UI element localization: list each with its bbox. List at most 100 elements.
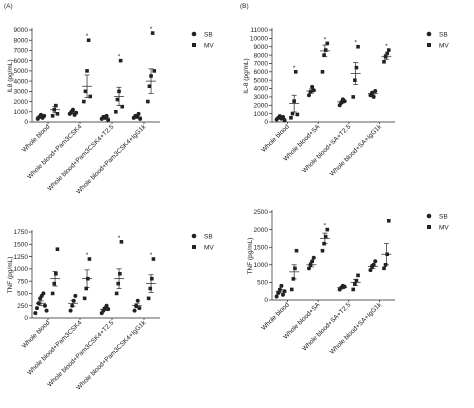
- significance-star: *: [150, 26, 153, 33]
- point: [373, 259, 378, 264]
- point: [306, 266, 311, 271]
- point: [54, 271, 58, 276]
- y-tick-label: 9000: [254, 44, 269, 51]
- y-tick-label: 6000: [254, 69, 269, 76]
- point: [385, 51, 389, 56]
- legend-label: MV: [204, 43, 214, 50]
- x-tick-label: Whole blood: [21, 123, 52, 154]
- y-tick-label: 7000: [254, 61, 269, 68]
- point: [42, 303, 47, 308]
- y-tick-label: 500: [17, 291, 28, 298]
- legend-label: MV: [204, 245, 214, 252]
- y-tick-label: 0: [24, 315, 28, 322]
- point: [274, 294, 279, 299]
- point: [371, 262, 376, 267]
- y-tick-label: 250: [17, 303, 28, 310]
- point: [282, 118, 287, 123]
- point: [119, 240, 124, 244]
- point: [150, 276, 154, 281]
- legend-marker: [426, 31, 432, 37]
- point: [118, 271, 122, 276]
- point: [323, 48, 328, 52]
- point: [353, 282, 357, 286]
- significance-star: *: [324, 36, 327, 43]
- point: [152, 69, 157, 73]
- point: [322, 53, 326, 57]
- point: [382, 266, 386, 271]
- point: [136, 111, 141, 116]
- point: [132, 308, 137, 313]
- y-tick-label: 4000: [14, 78, 29, 85]
- y-tick-label: 1750: [14, 229, 29, 236]
- y-tick-label: 11000: [250, 27, 268, 34]
- point: [279, 283, 284, 288]
- point: [293, 266, 297, 271]
- y-tick-label: 1000: [14, 266, 29, 273]
- point: [88, 94, 93, 99]
- y-tick-label: 3000: [254, 94, 269, 101]
- point: [50, 291, 55, 296]
- point: [54, 103, 58, 108]
- point: [148, 286, 153, 291]
- x-tick-label: Whole blood+SA+IgG1k: [329, 301, 384, 356]
- legend-label: SB: [439, 32, 448, 39]
- x-tick-label: Whole blood: [260, 301, 291, 332]
- y-tick-label: 5000: [254, 77, 269, 84]
- point: [351, 287, 356, 292]
- x-tick-label: Whole blood+Pam3CSK4+T2.5: [46, 319, 115, 388]
- y-axis-label: IL-8 (pg/mL): [243, 58, 250, 93]
- point: [293, 70, 298, 74]
- point: [34, 306, 39, 311]
- y-tick-label: 2000: [254, 102, 269, 109]
- y-tick-label: 8000: [254, 52, 269, 59]
- point: [342, 99, 347, 104]
- significance-star: *: [118, 235, 121, 242]
- x-tick-label: Whole blood+Pam3CSK4+IgG1k: [75, 319, 148, 392]
- y-tick-label: 5000: [14, 68, 29, 75]
- point: [73, 293, 78, 298]
- point: [146, 296, 151, 301]
- point: [354, 65, 359, 70]
- significance-star: *: [354, 40, 357, 47]
- point: [135, 298, 140, 303]
- point: [382, 59, 386, 64]
- point: [150, 31, 155, 35]
- point: [311, 255, 316, 260]
- point: [137, 306, 142, 311]
- y-tick-label: 1000: [14, 109, 29, 116]
- y-axis-label: TNF (pg/mL): [7, 257, 14, 294]
- point: [281, 292, 286, 297]
- point: [115, 97, 120, 102]
- panel-label: (B): [240, 3, 249, 10]
- legend-marker: [427, 225, 431, 229]
- point: [33, 311, 38, 316]
- point: [70, 303, 75, 308]
- significance-star: *: [385, 43, 388, 50]
- point: [294, 248, 299, 253]
- x-tick-label: Whole blood+Pam3CSK4: [26, 319, 83, 376]
- significance-star: *: [324, 223, 327, 230]
- y-tick-label: 0: [24, 119, 28, 126]
- point: [118, 58, 123, 63]
- significance-star: *: [293, 65, 296, 72]
- point: [351, 95, 356, 99]
- significance-star: *: [86, 33, 89, 40]
- point: [371, 94, 376, 99]
- legend-marker: [427, 43, 431, 47]
- y-tick-label: 1250: [14, 254, 29, 261]
- point: [354, 278, 359, 283]
- legend-label: MV: [439, 43, 449, 50]
- point: [82, 296, 87, 301]
- panel-label: (A): [4, 3, 13, 10]
- point: [44, 308, 49, 313]
- y-axis-label: IL8 (pg/mL): [7, 59, 14, 92]
- point: [306, 93, 311, 98]
- point: [320, 70, 325, 74]
- point: [87, 257, 92, 261]
- legend-marker: [192, 43, 196, 47]
- y-tick-label: 2500: [254, 209, 269, 216]
- x-tick-label: Whole blood: [260, 123, 291, 154]
- point: [310, 84, 315, 89]
- point: [70, 107, 75, 112]
